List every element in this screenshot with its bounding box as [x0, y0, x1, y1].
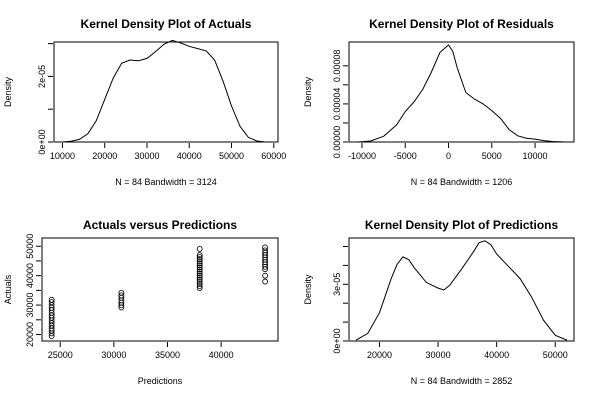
- y-tick-label: 0.00008: [332, 50, 342, 83]
- density-curve: [355, 240, 568, 341]
- scatter-point: [196, 256, 203, 263]
- scatter-point: [196, 281, 203, 287]
- x-tick-label: 20000: [92, 151, 117, 161]
- y-tick-label: 0e+00: [37, 129, 47, 154]
- x-tick-label: 25000: [48, 350, 73, 360]
- scatter-point: [196, 283, 203, 289]
- scatter-point: [262, 244, 269, 251]
- scatter-point: [262, 272, 269, 279]
- chart-title: Kernel Density Plot of Actuals: [81, 17, 252, 31]
- scatter-point: [196, 260, 203, 267]
- y-tick-label: 40000: [25, 263, 35, 288]
- x-tick-label: 40000: [177, 151, 202, 161]
- scatter-point: [196, 274, 203, 281]
- x-axis-label: Predictions: [138, 376, 183, 386]
- scatter-point: [118, 289, 125, 296]
- scatter-point: [196, 266, 203, 273]
- x-tick-label: 40000: [484, 350, 509, 360]
- y-tick-label: 30000: [25, 293, 35, 318]
- scatter-point: [196, 276, 203, 283]
- scatter-point: [196, 285, 203, 291]
- y-axis-label: Density: [303, 76, 313, 107]
- scatter-point: [48, 304, 55, 311]
- chart-title: Kernel Density Plot of Predictions: [365, 218, 559, 232]
- scatter-point: [196, 270, 203, 277]
- x-axis-label: N = 84 Bandwidth = 3124: [115, 177, 217, 187]
- x-tick-label: 50000: [219, 151, 244, 161]
- scatter-point: [118, 292, 125, 299]
- y-tick-label: 20000: [25, 322, 35, 347]
- x-tick-label: 40000: [209, 350, 234, 360]
- y-axis-label: Actuals: [3, 274, 13, 304]
- scatter-point: [48, 299, 55, 306]
- x-tick-label: 30000: [101, 350, 126, 360]
- plot-frame: [53, 41, 279, 143]
- y-tick-label: 0e+00: [332, 328, 342, 353]
- scatter-point: [196, 254, 203, 261]
- scatter-point: [196, 268, 203, 275]
- chart-title: Actuals versus Predictions: [83, 218, 237, 232]
- y-axis-label: Density: [3, 76, 13, 107]
- density-curve: [62, 39, 266, 143]
- x-tick-label: 50000: [543, 350, 568, 360]
- scatter-point: [196, 272, 203, 279]
- x-tick-label: 30000: [426, 350, 451, 360]
- panel-actuals-density: Kernel Density Plot of Actuals N = 84 Ban…: [3, 17, 286, 187]
- y-tick-label: 0.00004: [332, 88, 342, 121]
- x-tick-label: 0: [446, 151, 451, 161]
- y-tick-label: 0.00000: [332, 126, 342, 159]
- chart-title: Kernel Density Plot of Residuals: [369, 17, 554, 31]
- plot-frame: [41, 237, 279, 342]
- x-tick-label: -5000: [394, 151, 417, 161]
- panel-residuals-density: Kernel Density Plot of Residuals N = 84 B…: [303, 17, 575, 187]
- scatter-point: [48, 296, 55, 303]
- x-tick-label: 5000: [482, 151, 502, 161]
- x-tick-label: 10000: [50, 151, 75, 161]
- y-axis-label: Density: [303, 274, 313, 305]
- panel-predictions-density: Kernel Density Plot of Predictions N = 84…: [303, 218, 575, 386]
- plot-frame: [348, 237, 575, 342]
- scatter-point: [262, 278, 269, 285]
- panel-actuals-vs-predictions: Actuals versus Predictions Predictions Act…: [3, 218, 279, 386]
- scatter-point: [196, 252, 203, 258]
- x-tick-label: 30000: [134, 151, 159, 161]
- x-axis-label: N = 84 Bandwidth = 1206: [411, 177, 513, 187]
- x-tick-label: 60000: [261, 151, 286, 161]
- scatter-point: [196, 258, 203, 265]
- y-tick-label: 2e-05: [37, 65, 47, 88]
- x-axis-label: N = 84 Bandwidth = 2852: [411, 376, 513, 386]
- scatter-point: [262, 247, 269, 254]
- scatter-point: [196, 262, 203, 269]
- scatter-point: [196, 245, 203, 252]
- scatter-point: [196, 264, 203, 271]
- x-tick-label: -10000: [348, 151, 376, 161]
- x-tick-label: 35000: [155, 350, 180, 360]
- x-tick-label: 10000: [523, 151, 548, 161]
- plot-frame: [348, 41, 575, 143]
- x-tick-label: 20000: [367, 350, 392, 360]
- scatter-point: [196, 278, 203, 285]
- y-tick-label: 50000: [25, 234, 35, 259]
- y-tick-label: 3e-05: [332, 273, 342, 296]
- density-curve: [357, 44, 566, 143]
